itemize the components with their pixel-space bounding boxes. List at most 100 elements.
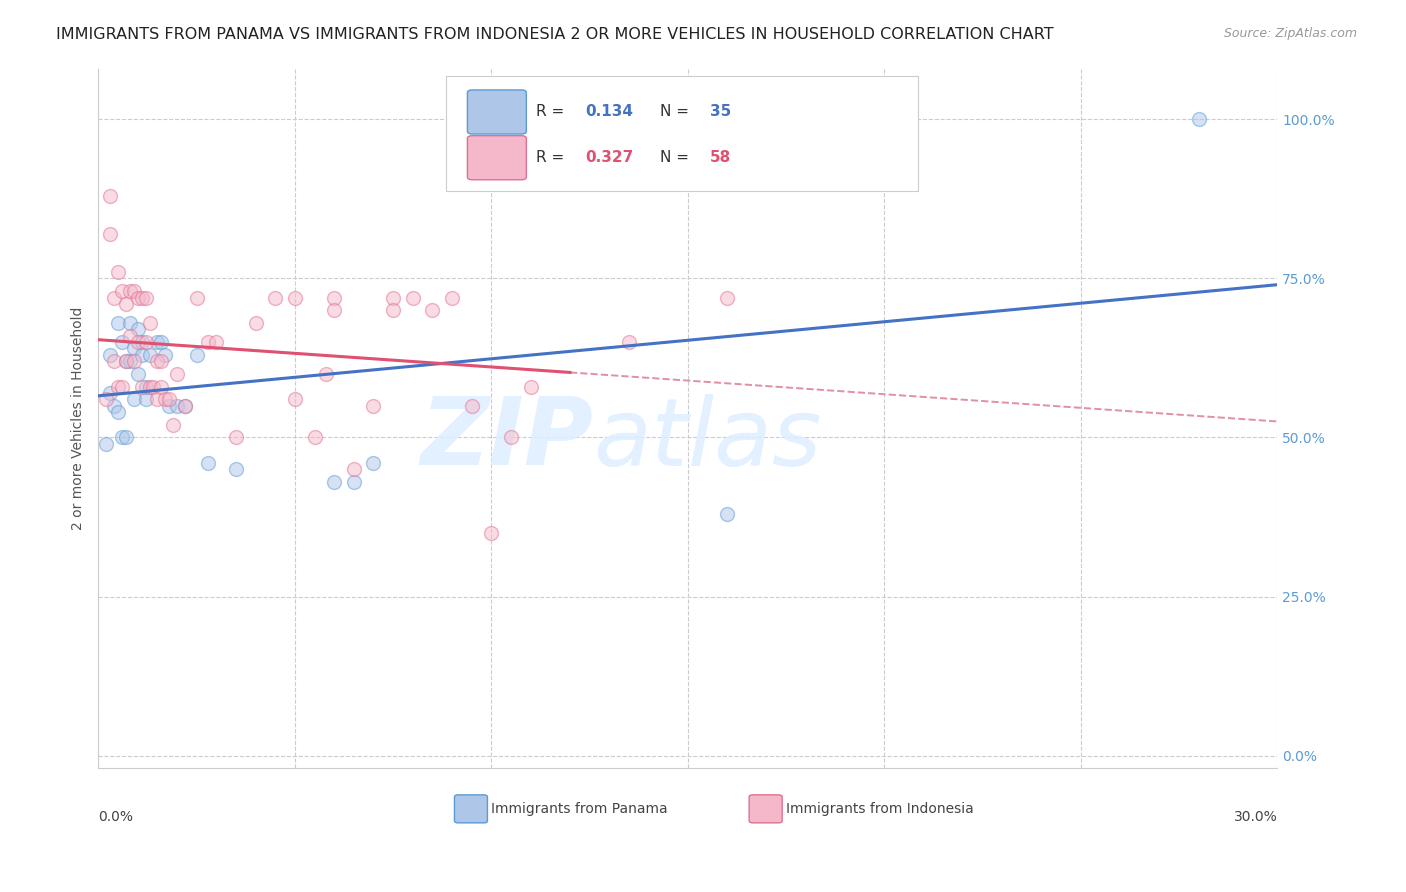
Text: 58: 58	[710, 150, 731, 165]
Point	[166, 367, 188, 381]
Point	[186, 348, 208, 362]
Point	[103, 354, 125, 368]
Point	[118, 354, 141, 368]
Point	[382, 303, 405, 318]
Point	[173, 399, 195, 413]
FancyBboxPatch shape	[446, 76, 918, 191]
FancyBboxPatch shape	[454, 795, 488, 822]
Point	[343, 462, 366, 476]
Point	[155, 348, 177, 362]
Point	[441, 291, 464, 305]
Text: 0.327: 0.327	[585, 150, 634, 165]
Point	[127, 367, 149, 381]
Point	[122, 392, 145, 407]
Point	[617, 334, 640, 349]
Point	[1188, 112, 1211, 127]
Point	[138, 348, 160, 362]
Point	[225, 430, 247, 444]
Point	[162, 417, 184, 432]
Y-axis label: 2 or more Vehicles in Household: 2 or more Vehicles in Household	[72, 307, 86, 530]
Point	[422, 303, 444, 318]
Point	[122, 342, 145, 356]
Point	[103, 399, 125, 413]
Point	[111, 379, 134, 393]
Point	[519, 379, 541, 393]
Text: 0.134: 0.134	[585, 104, 633, 120]
Point	[264, 291, 287, 305]
Text: R =: R =	[536, 150, 569, 165]
Point	[122, 284, 145, 298]
Point	[363, 456, 385, 470]
Point	[107, 316, 129, 330]
Point	[197, 456, 219, 470]
Text: R =: R =	[536, 104, 569, 120]
Point	[96, 392, 118, 407]
Point	[205, 334, 228, 349]
Point	[118, 328, 141, 343]
Point	[127, 322, 149, 336]
Point	[107, 379, 129, 393]
Text: ZIP: ZIP	[420, 393, 593, 485]
Text: Source: ZipAtlas.com: Source: ZipAtlas.com	[1223, 27, 1357, 40]
Point	[131, 348, 153, 362]
Point	[131, 334, 153, 349]
Text: Immigrants from Panama: Immigrants from Panama	[491, 802, 668, 816]
Point	[107, 265, 129, 279]
FancyBboxPatch shape	[467, 90, 526, 134]
Point	[98, 386, 121, 401]
Text: N =: N =	[659, 150, 693, 165]
Text: Immigrants from Indonesia: Immigrants from Indonesia	[786, 802, 973, 816]
Text: 30.0%: 30.0%	[1233, 810, 1277, 824]
Point	[96, 437, 118, 451]
Text: atlas: atlas	[593, 394, 821, 485]
Point	[146, 334, 169, 349]
Point	[716, 507, 738, 521]
Point	[150, 334, 173, 349]
Point	[284, 392, 307, 407]
Point	[146, 354, 169, 368]
Point	[135, 291, 157, 305]
Point	[402, 291, 425, 305]
Point	[245, 316, 267, 330]
Point	[461, 399, 484, 413]
Point	[343, 475, 366, 489]
FancyBboxPatch shape	[467, 136, 526, 180]
Text: 35: 35	[710, 104, 731, 120]
Point	[323, 475, 346, 489]
Point	[111, 430, 134, 444]
Text: 0.0%: 0.0%	[98, 810, 134, 824]
Point	[284, 291, 307, 305]
Point	[115, 354, 138, 368]
Point	[98, 348, 121, 362]
Point	[122, 354, 145, 368]
Point	[157, 399, 180, 413]
Point	[166, 399, 188, 413]
Point	[127, 334, 149, 349]
Point	[135, 379, 157, 393]
Point	[479, 525, 502, 540]
Point	[150, 354, 173, 368]
Point	[304, 430, 326, 444]
Point	[155, 392, 177, 407]
Point	[197, 334, 219, 349]
Point	[138, 379, 160, 393]
Point	[157, 392, 180, 407]
Point	[716, 291, 738, 305]
Point	[323, 303, 346, 318]
Point	[135, 334, 157, 349]
Point	[115, 430, 138, 444]
Point	[98, 188, 121, 202]
Point	[135, 392, 157, 407]
Point	[225, 462, 247, 476]
Point	[499, 430, 522, 444]
Point	[111, 284, 134, 298]
Point	[127, 291, 149, 305]
Point	[150, 379, 173, 393]
Point	[118, 316, 141, 330]
Point	[363, 399, 385, 413]
Text: IMMIGRANTS FROM PANAMA VS IMMIGRANTS FROM INDONESIA 2 OR MORE VEHICLES IN HOUSEH: IMMIGRANTS FROM PANAMA VS IMMIGRANTS FRO…	[56, 27, 1054, 42]
Point	[142, 379, 165, 393]
FancyBboxPatch shape	[749, 795, 782, 822]
Point	[138, 316, 160, 330]
Point	[103, 291, 125, 305]
